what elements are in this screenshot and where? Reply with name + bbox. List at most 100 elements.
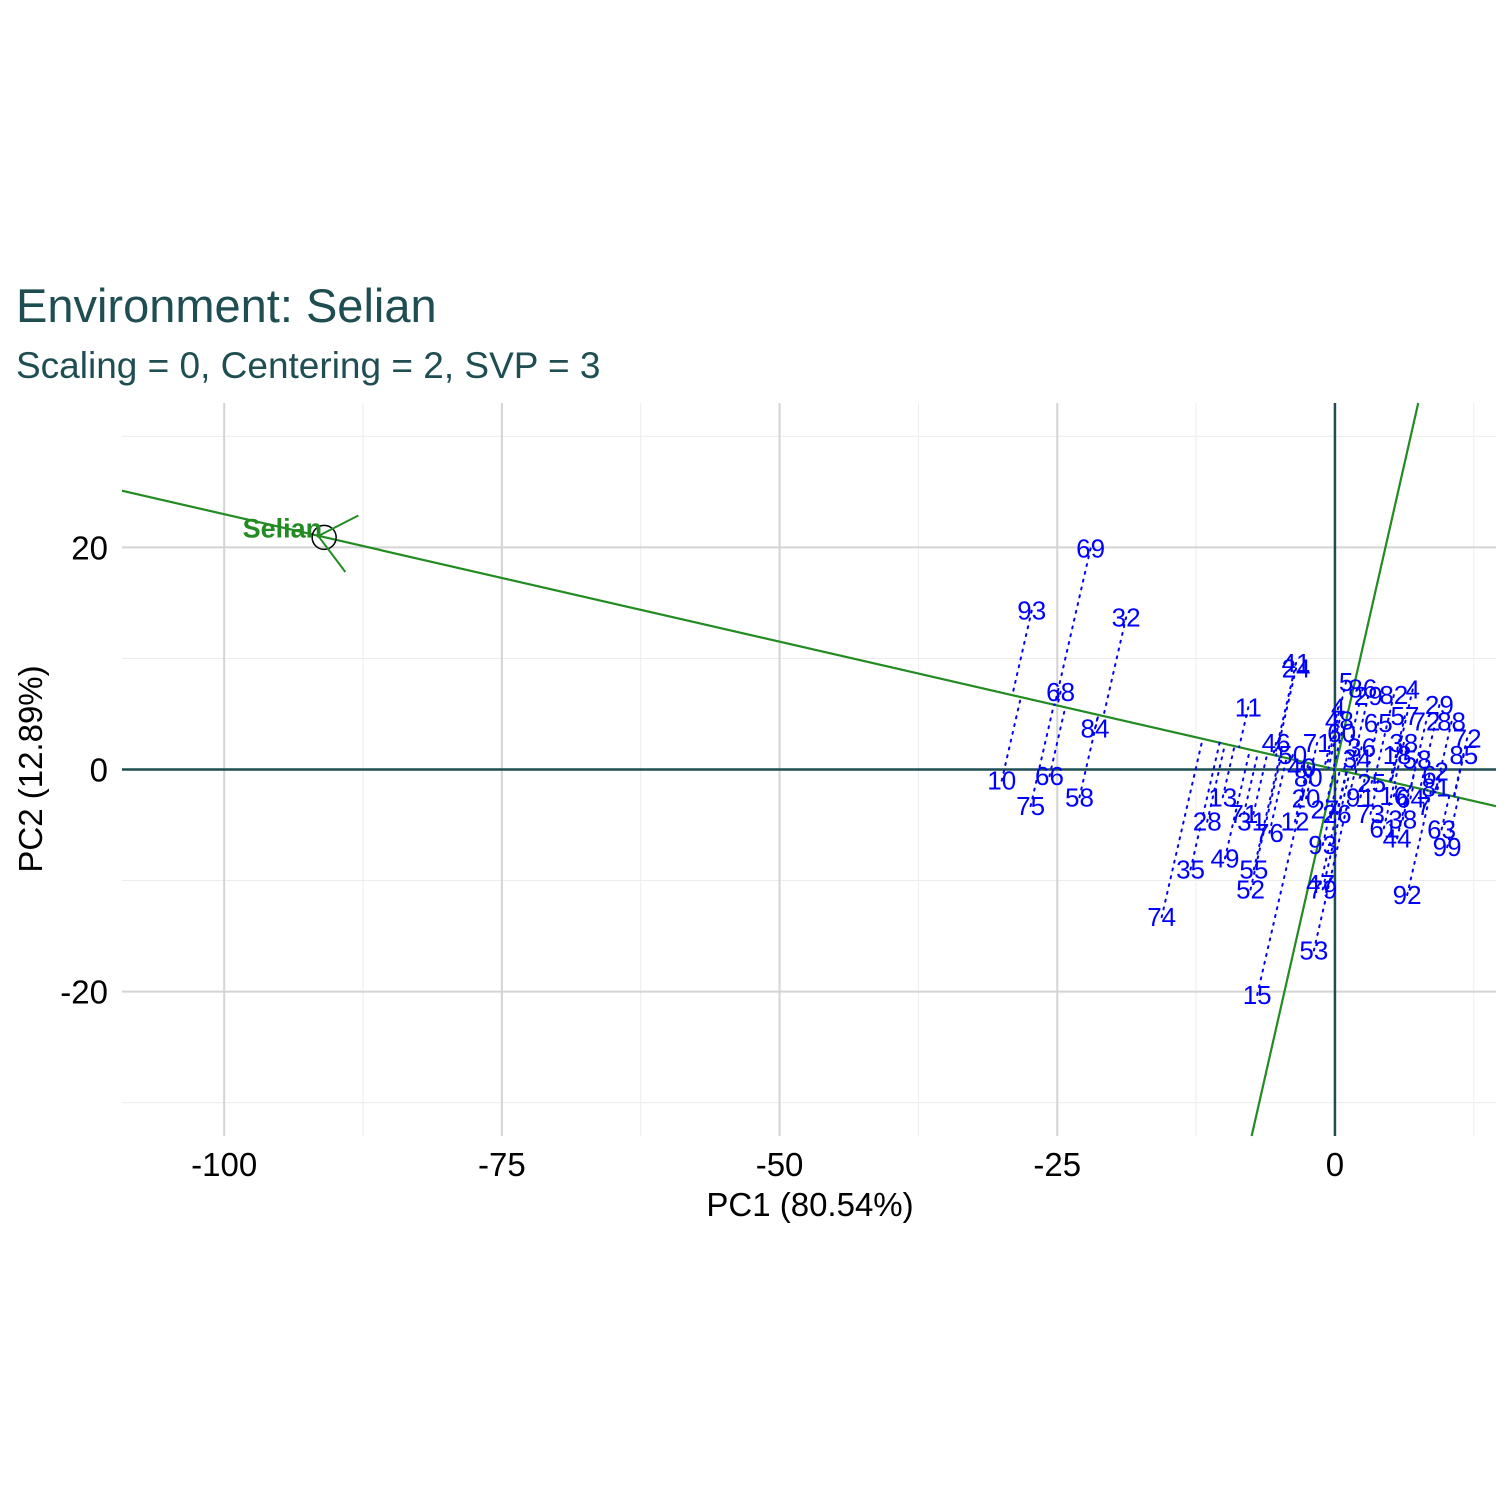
genotype-label: 53	[1299, 936, 1328, 966]
genotype-label: 84	[1081, 713, 1110, 743]
projection-line	[1393, 741, 1405, 784]
projection-line	[1249, 755, 1282, 891]
y-axis-label: PC2 (12.89%)	[12, 665, 49, 872]
projection-line	[1321, 769, 1341, 847]
genotype-label: 88	[1437, 707, 1466, 737]
genotype-label: 46	[1262, 728, 1291, 758]
projection-line	[1323, 768, 1336, 811]
genotype-label: 29	[1354, 681, 1383, 711]
environment-label: Selian	[243, 513, 323, 543]
projection-line	[1373, 694, 1395, 780]
projection-line	[1275, 667, 1298, 757]
genotype-label: 41	[1282, 648, 1311, 678]
projection-line	[1078, 713, 1100, 799]
genotype-label: 15	[1243, 980, 1272, 1010]
projection-line	[1238, 706, 1250, 749]
projection-line	[1293, 762, 1310, 823]
genotype-label: 68	[1046, 677, 1075, 707]
genotype-label: 57	[1390, 701, 1419, 731]
projection-line	[1325, 680, 1348, 769]
chart-subtitle: Scaling = 0, Centering = 2, SVP = 3	[16, 345, 601, 386]
projection-line	[1359, 775, 1367, 799]
genotype-label: 38	[1388, 804, 1417, 834]
genotype-label: 34	[1343, 743, 1372, 773]
x-tick-label: -100	[191, 1146, 257, 1183]
genotype-label: 48	[1325, 706, 1354, 736]
projection-line	[1390, 688, 1414, 784]
environment-circle	[311, 524, 337, 551]
projection-line	[1435, 770, 1443, 794]
projection-line	[1307, 762, 1313, 779]
projection-line	[1206, 742, 1227, 823]
genotype-label: 74	[1147, 902, 1176, 932]
y-tick-label: -20	[60, 974, 108, 1011]
projection-line	[1388, 715, 1406, 783]
genotype-label: 25	[1357, 768, 1386, 798]
genotype-label: 71	[1229, 799, 1258, 829]
genotype-label: 75	[1016, 791, 1045, 821]
projection-line	[1223, 748, 1251, 860]
genotype-label: 52	[1236, 874, 1265, 904]
genotype-label: 13	[1208, 782, 1237, 812]
genotype-label: 69	[1076, 533, 1105, 563]
projection-line	[1392, 782, 1398, 798]
genotype-label: 32	[1112, 602, 1141, 632]
genotype-label: 92	[1393, 880, 1422, 910]
projection-line	[1446, 796, 1460, 849]
genotype-label: 24	[1282, 653, 1311, 683]
genotype-label: 28	[1193, 807, 1222, 837]
projection-line	[1433, 786, 1438, 794]
projection-line	[1273, 661, 1298, 757]
projection-line	[1409, 758, 1419, 788]
projection-line	[1389, 754, 1399, 784]
projection-line	[1422, 789, 1429, 808]
projection-line	[1327, 719, 1341, 769]
projection-line	[1342, 687, 1364, 773]
projection-line	[1406, 790, 1432, 896]
environment-axis-line	[121, 489, 1497, 808]
genotype-label: 18	[1383, 740, 1412, 770]
projection-line	[1272, 741, 1278, 757]
projection-line	[1382, 781, 1396, 830]
genotype-label: 29	[1425, 690, 1454, 720]
x-tick-label: 0	[1326, 1146, 1344, 1183]
genotype-label: 71	[1303, 728, 1332, 758]
genotype-label: 80	[1294, 762, 1323, 792]
projection-line	[1401, 785, 1412, 821]
projection-line	[1290, 754, 1294, 761]
projection-line	[1189, 741, 1221, 871]
genotype-label: 2	[1434, 757, 1448, 787]
genotype-label: 72	[1412, 707, 1441, 737]
genotype-label: 58	[1403, 745, 1432, 775]
projection-line	[1048, 706, 1067, 778]
projection-line	[1053, 547, 1092, 706]
projection-line	[1453, 754, 1465, 798]
environment-marker: Selian	[243, 513, 359, 573]
genotype-label: 55	[1239, 854, 1268, 884]
projection-line	[1311, 741, 1319, 765]
genotype-label: 65	[1364, 708, 1393, 738]
genotype-label: 93	[1017, 596, 1046, 626]
projection-line	[1160, 737, 1204, 919]
y-tick-labels: -20 0 20	[60, 529, 108, 1010]
projection-line	[1352, 757, 1359, 775]
genotype-label: 5	[1339, 667, 1353, 697]
projection-line	[1312, 772, 1356, 952]
genotype-label: 47	[1306, 869, 1335, 899]
projection-line	[1102, 616, 1128, 718]
genotype-label: 61	[1369, 813, 1398, 843]
projection-line	[1419, 704, 1441, 790]
genotype-label: 79	[1308, 874, 1337, 904]
genotype-label: 11	[1235, 692, 1262, 722]
x-axis-label: PC1 (80.54%)	[706, 1186, 913, 1223]
genotype-label: 93	[1308, 830, 1337, 860]
genotype-label: 27	[1310, 794, 1339, 824]
genotype-label: 26	[1323, 799, 1352, 829]
genotype-label: 73	[1356, 799, 1385, 829]
projection-line	[1349, 695, 1370, 774]
genotype-label: 86	[1348, 673, 1377, 703]
projection-line	[1409, 786, 1415, 800]
projection-line	[1000, 696, 1022, 782]
